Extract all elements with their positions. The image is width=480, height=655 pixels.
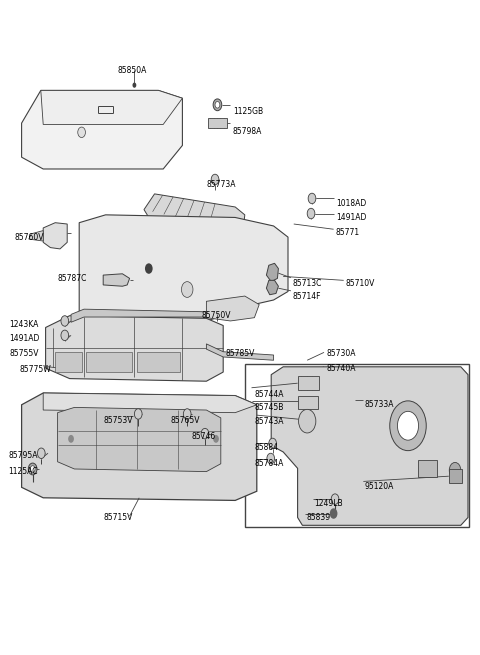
Text: 85753V: 85753V xyxy=(103,416,132,425)
Bar xyxy=(298,376,319,390)
Text: 85744A: 85744A xyxy=(254,390,284,399)
Text: 85755V: 85755V xyxy=(10,349,39,358)
Text: 85775W: 85775W xyxy=(19,365,51,374)
Text: 1125GB: 1125GB xyxy=(233,107,263,116)
Circle shape xyxy=(201,428,209,439)
Polygon shape xyxy=(43,223,67,249)
Polygon shape xyxy=(46,316,223,381)
Circle shape xyxy=(213,99,222,111)
Polygon shape xyxy=(43,393,257,413)
Text: 85745B: 85745B xyxy=(254,403,284,412)
Text: 85746: 85746 xyxy=(192,432,216,441)
Circle shape xyxy=(61,330,69,341)
Circle shape xyxy=(449,462,461,478)
Circle shape xyxy=(147,266,151,271)
Text: 85740A: 85740A xyxy=(326,364,356,373)
Polygon shape xyxy=(22,90,182,169)
Polygon shape xyxy=(144,194,245,231)
Circle shape xyxy=(307,208,315,219)
Text: 85773A: 85773A xyxy=(206,180,236,189)
Text: 1018AD: 1018AD xyxy=(336,198,366,208)
Text: 85743A: 85743A xyxy=(254,417,284,426)
Polygon shape xyxy=(266,263,278,282)
Text: 85730A: 85730A xyxy=(326,349,356,358)
Text: 85795A: 85795A xyxy=(9,451,38,460)
Circle shape xyxy=(37,448,45,458)
Text: 85839: 85839 xyxy=(306,513,330,522)
Circle shape xyxy=(211,174,219,185)
Text: 1243KA: 1243KA xyxy=(10,320,39,329)
Bar xyxy=(418,460,437,477)
Text: 85850A: 85850A xyxy=(118,66,147,75)
Text: 85784A: 85784A xyxy=(254,458,284,468)
Bar xyxy=(245,364,469,527)
Circle shape xyxy=(181,282,193,297)
Circle shape xyxy=(132,83,136,88)
Circle shape xyxy=(68,435,74,443)
Polygon shape xyxy=(206,296,259,321)
Bar xyxy=(208,118,227,128)
Text: 85760V: 85760V xyxy=(14,233,44,242)
Circle shape xyxy=(308,193,316,204)
Text: 1491AD: 1491AD xyxy=(336,213,366,222)
Text: 1125AC: 1125AC xyxy=(9,467,38,476)
Text: 85765V: 85765V xyxy=(170,416,200,425)
Circle shape xyxy=(28,463,37,475)
Polygon shape xyxy=(29,231,43,241)
Text: 85884: 85884 xyxy=(254,443,278,452)
Bar xyxy=(298,396,318,409)
Circle shape xyxy=(61,316,69,326)
Circle shape xyxy=(145,263,153,274)
Polygon shape xyxy=(79,215,288,321)
Bar xyxy=(55,352,82,372)
Circle shape xyxy=(30,466,35,472)
Circle shape xyxy=(331,494,339,504)
Text: 1249LB: 1249LB xyxy=(314,498,343,508)
Circle shape xyxy=(390,401,426,451)
Text: 85733A: 85733A xyxy=(365,400,394,409)
Circle shape xyxy=(215,102,220,108)
Text: 85798A: 85798A xyxy=(233,126,262,136)
Text: 85771: 85771 xyxy=(336,228,360,237)
Polygon shape xyxy=(206,344,274,360)
Text: 1491AD: 1491AD xyxy=(10,334,40,343)
Text: 85785V: 85785V xyxy=(226,349,255,358)
Bar xyxy=(449,469,462,483)
Polygon shape xyxy=(103,274,130,286)
Bar xyxy=(86,352,132,372)
Polygon shape xyxy=(41,90,182,124)
Text: 85715V: 85715V xyxy=(103,513,132,522)
Polygon shape xyxy=(271,367,468,525)
Bar xyxy=(137,352,180,372)
Text: 85714F: 85714F xyxy=(293,292,321,301)
Circle shape xyxy=(183,409,191,419)
Polygon shape xyxy=(58,407,221,472)
Circle shape xyxy=(134,409,142,419)
Polygon shape xyxy=(22,393,257,500)
Polygon shape xyxy=(266,280,278,295)
Polygon shape xyxy=(71,309,206,322)
Circle shape xyxy=(213,435,219,443)
Text: 85750V: 85750V xyxy=(202,311,231,320)
Circle shape xyxy=(269,438,276,449)
Circle shape xyxy=(397,411,419,440)
Circle shape xyxy=(299,409,316,433)
Text: 85787C: 85787C xyxy=(58,274,87,283)
Circle shape xyxy=(267,453,275,464)
Text: 95120A: 95120A xyxy=(365,481,394,491)
Text: 85713C: 85713C xyxy=(293,279,322,288)
Text: 85710V: 85710V xyxy=(346,279,375,288)
Circle shape xyxy=(330,508,337,519)
Circle shape xyxy=(78,127,85,138)
